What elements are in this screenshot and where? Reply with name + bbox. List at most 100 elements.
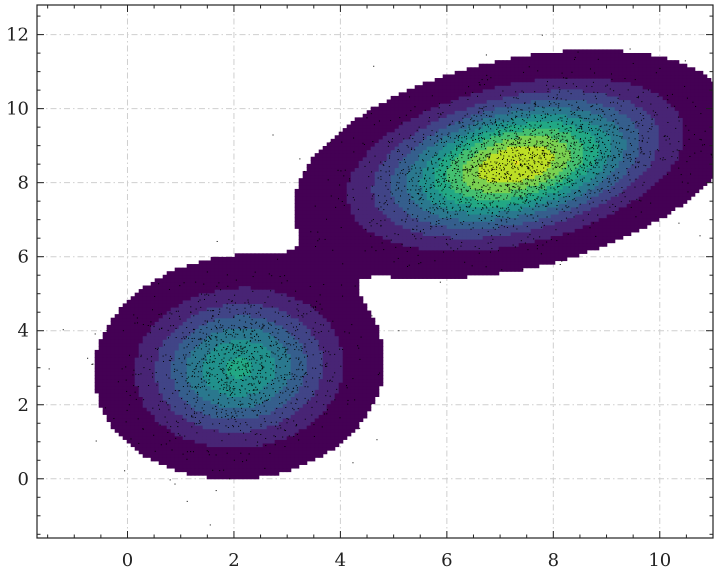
contour-cell [178, 425, 184, 430]
contour-cell [606, 235, 612, 240]
contour-cell [442, 253, 448, 258]
contour-cell [222, 306, 228, 312]
contour-cell [322, 450, 328, 455]
contour-cell [190, 439, 196, 444]
contour-cell [366, 228, 372, 233]
contour-cell [342, 360, 348, 365]
contour-cell [350, 221, 356, 226]
contour-cell [122, 324, 128, 330]
contour-cell [114, 382, 120, 387]
contour-cell [522, 239, 528, 244]
contour-cell [462, 271, 468, 276]
contour-cell [210, 432, 216, 437]
contour-cell [226, 471, 232, 476]
contour-cell [354, 306, 360, 312]
contour-cell [170, 357, 176, 362]
contour-cell [374, 371, 380, 376]
contour-cell [334, 382, 340, 387]
contour-cell [306, 417, 312, 423]
contour-cell [122, 314, 128, 319]
contour-cell [578, 228, 584, 233]
contour-cell [354, 346, 360, 351]
contour-cell [162, 442, 168, 448]
contour-cell [170, 432, 176, 437]
contour-cell [486, 239, 492, 244]
contour-cell [326, 360, 332, 365]
contour-cell [342, 403, 348, 408]
contour-cell [282, 453, 288, 458]
contour-cell [254, 317, 260, 322]
contour-cell [306, 450, 312, 455]
contour-cell [130, 314, 136, 319]
contour-cell [206, 278, 212, 283]
contour-cell [306, 228, 312, 233]
contour-cell [182, 324, 188, 330]
contour-cell [314, 281, 320, 287]
contour-cell [270, 264, 276, 269]
contour-cell [290, 450, 296, 455]
contour-cell [262, 271, 268, 276]
contour-cell [478, 256, 484, 262]
contour-cell [334, 217, 340, 222]
contour-cell [486, 242, 492, 247]
contour-cell [266, 364, 272, 369]
contour-cell [378, 271, 384, 276]
contour-cell [574, 239, 580, 244]
contour-cell [154, 450, 160, 455]
contour-cell [318, 357, 324, 362]
contour-cell [294, 378, 300, 383]
contour-cell [202, 446, 208, 451]
contour-cell [646, 213, 652, 219]
contour-cell [138, 396, 144, 401]
contour-cell [330, 371, 336, 376]
contour-cell [194, 285, 200, 290]
contour-cell [234, 396, 240, 401]
contour-cell [190, 442, 196, 448]
contour-cell [214, 421, 220, 426]
contour-cell [422, 271, 428, 276]
contour-cell [274, 453, 280, 458]
contour-cell [302, 335, 308, 340]
contour-cell [230, 360, 236, 365]
contour-cell [150, 296, 156, 301]
contour-cell [138, 417, 144, 423]
contour-cell [286, 299, 292, 304]
contour-cell [170, 396, 176, 401]
contour-cell [286, 274, 292, 279]
contour-cell [374, 260, 380, 265]
contour-cell [414, 260, 420, 265]
contour-cell [190, 328, 196, 333]
contour-cell [190, 306, 196, 312]
contour-cell [602, 210, 608, 215]
contour-cell [334, 339, 340, 344]
contour-cell [438, 239, 444, 244]
contour-cell [194, 450, 200, 455]
contour-cell [218, 353, 224, 358]
contour-cell [174, 306, 180, 312]
contour-cell [322, 432, 328, 437]
contour-cell [430, 224, 436, 229]
contour-cell [566, 221, 572, 226]
contour-cell [298, 417, 304, 423]
contour-cell [398, 242, 404, 247]
contour-cell [134, 317, 140, 322]
contour-cell [290, 374, 296, 380]
contour-cell [150, 292, 156, 297]
contour-cell [286, 417, 292, 423]
contour-cell [222, 450, 228, 455]
contour-cell [326, 231, 332, 237]
contour-cell [274, 410, 280, 415]
contour-cell [438, 246, 444, 251]
contour-cell [426, 235, 432, 240]
contour-cell [146, 371, 152, 376]
contour-cell [222, 314, 228, 319]
contour-cell [178, 428, 184, 433]
contour-cell [326, 442, 332, 448]
contour-cell [162, 396, 168, 401]
contour-cell [566, 217, 572, 222]
contour-cell [262, 349, 268, 355]
contour-cell [158, 289, 164, 294]
contour-cell [250, 442, 256, 448]
contour-cell [186, 439, 192, 444]
contour-cell [202, 378, 208, 383]
